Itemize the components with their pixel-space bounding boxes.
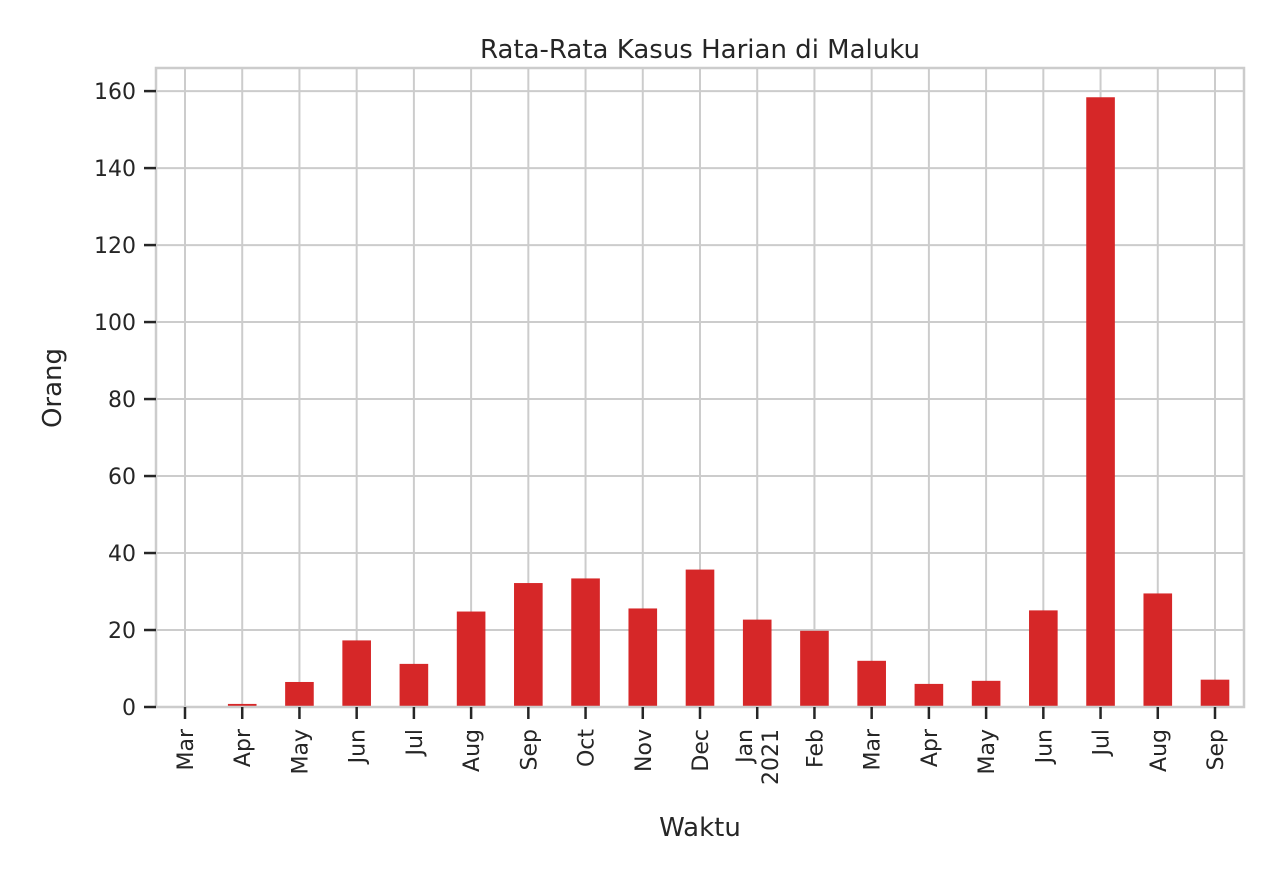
y-tick-label: 160 bbox=[94, 80, 136, 105]
y-tick-label: 140 bbox=[94, 157, 136, 182]
x-tick-label: Apr bbox=[231, 728, 256, 767]
x-tick-label: Dec bbox=[689, 729, 714, 772]
bar bbox=[1200, 679, 1230, 707]
x-tick-label-group: Jun bbox=[1032, 729, 1057, 765]
x-tick-label: May bbox=[975, 729, 1000, 774]
chart-title: Rata-Rata Kasus Harian di Maluku bbox=[480, 35, 920, 65]
bars bbox=[227, 97, 1230, 707]
x-tick-label-group: Mar bbox=[861, 728, 886, 770]
y-tick-label: 60 bbox=[108, 465, 136, 490]
x-tick-label-group: May bbox=[288, 729, 313, 774]
x-tick-label: Jul bbox=[403, 729, 428, 758]
y-tick-label: 20 bbox=[108, 619, 136, 644]
y-tick-label: 100 bbox=[94, 311, 136, 336]
bar bbox=[628, 608, 658, 707]
x-tick-label-group: Sep bbox=[1204, 729, 1229, 770]
x-tick-label: Mar bbox=[861, 728, 886, 770]
y-tick-label: 80 bbox=[108, 388, 136, 413]
x-tick-label-group: Mar bbox=[174, 728, 199, 770]
y-axis-ticks: 0 20 40 60 80 100 120 140 160 bbox=[94, 80, 156, 721]
bar bbox=[285, 681, 314, 707]
x-tick-label-group: Apr bbox=[231, 728, 256, 767]
x-tick-label: Aug bbox=[1147, 729, 1172, 772]
x-tick-label: 2021 bbox=[759, 729, 784, 785]
x-tick-label: Mar bbox=[174, 728, 199, 770]
x-tick-label-group: Jul bbox=[1090, 729, 1115, 758]
y-axis-label: Orang bbox=[38, 348, 68, 428]
bar bbox=[1143, 593, 1173, 707]
x-tick-label-group: Aug bbox=[460, 729, 485, 772]
x-tick-label: Jul bbox=[1090, 729, 1115, 758]
x-tick-label: May bbox=[288, 729, 313, 774]
x-axis-ticks: Mar Apr May Jun Jul Aug Sep Oct Nov Dec Jan 2021 Feb… bbox=[174, 707, 1229, 785]
x-tick-label: Aug bbox=[460, 729, 485, 772]
bar bbox=[399, 663, 429, 707]
y-tick-label: 120 bbox=[94, 234, 136, 259]
bar bbox=[971, 680, 1001, 707]
x-tick-label-group: Feb bbox=[803, 729, 828, 768]
bar bbox=[914, 683, 944, 707]
bar bbox=[742, 619, 772, 707]
x-tick-label-group: Jun bbox=[346, 729, 371, 765]
bar bbox=[800, 630, 829, 707]
x-tick-label: Jan bbox=[733, 729, 758, 765]
x-tick-label: Oct bbox=[575, 729, 600, 767]
x-tick-label: Feb bbox=[803, 729, 828, 768]
x-tick-label: Apr bbox=[918, 728, 943, 767]
bar bbox=[342, 640, 371, 707]
x-tick-label: Sep bbox=[1204, 729, 1229, 770]
x-tick-label: Jun bbox=[346, 729, 371, 765]
bar bbox=[857, 660, 886, 707]
x-tick-label-group: Nov bbox=[632, 729, 657, 772]
y-tick-label: 0 bbox=[122, 696, 136, 721]
bar bbox=[514, 583, 543, 707]
x-tick-label-group: Jul bbox=[403, 729, 428, 758]
y-tick-label: 40 bbox=[108, 542, 136, 567]
x-tick-label: Nov bbox=[632, 729, 657, 772]
x-tick-label-group: Sep bbox=[517, 729, 542, 770]
bar bbox=[456, 611, 486, 707]
x-tick-label-group: Oct bbox=[575, 729, 600, 767]
x-tick-label: Sep bbox=[517, 729, 542, 770]
bar bbox=[227, 703, 257, 707]
bar bbox=[1086, 97, 1115, 707]
x-axis-label: Waktu bbox=[659, 813, 741, 843]
x-tick-label-group: Apr bbox=[918, 728, 943, 767]
x-tick-label: Jun bbox=[1032, 729, 1057, 765]
bar bbox=[1029, 610, 1058, 707]
bar bbox=[685, 569, 715, 707]
grid bbox=[156, 68, 1244, 708]
x-tick-label-group: Aug bbox=[1147, 729, 1172, 772]
bar bbox=[571, 578, 600, 707]
x-tick-label-group: Dec bbox=[689, 729, 714, 772]
x-tick-label-group: Jan 2021 bbox=[733, 729, 784, 785]
x-tick-label-group: May bbox=[975, 729, 1000, 774]
